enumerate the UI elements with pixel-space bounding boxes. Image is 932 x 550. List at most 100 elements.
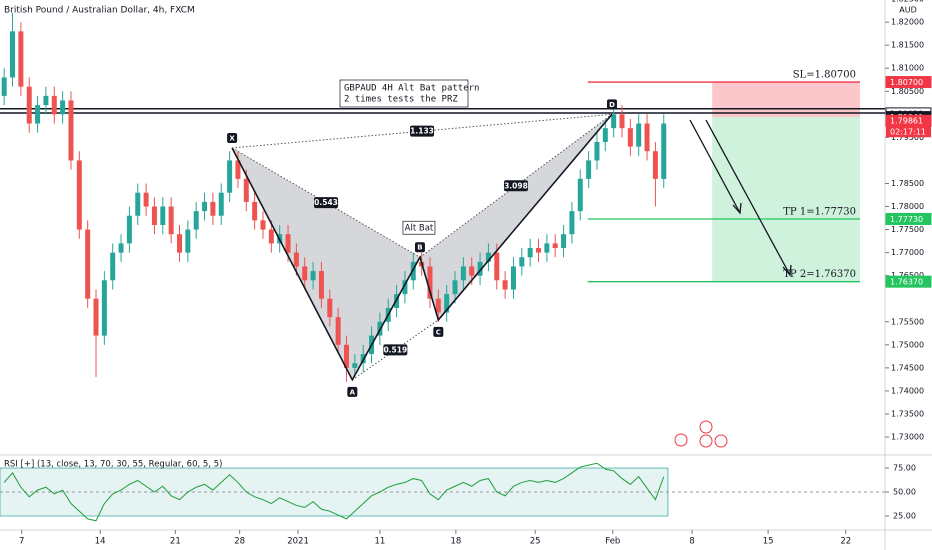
candle-body	[260, 220, 266, 230]
candle-body	[151, 206, 157, 225]
stop-zone	[712, 82, 860, 118]
candle-body	[327, 298, 333, 318]
candle-body	[227, 160, 233, 193]
candle-body	[343, 344, 349, 368]
price-badge-label: 1.79861	[890, 117, 923, 126]
candle-body	[43, 95, 49, 106]
point-label: X	[229, 134, 235, 142]
ratio-box	[383, 344, 408, 356]
candle-body	[143, 192, 149, 207]
candle-body	[410, 261, 416, 281]
candle-body	[444, 294, 450, 313]
candle-body	[561, 234, 567, 249]
candle-body	[485, 252, 491, 262]
candle-body	[35, 105, 41, 124]
y-tick-label: 1.78500	[891, 179, 924, 188]
y-tick-label: 1.81000	[891, 64, 924, 73]
pattern-fill	[232, 147, 420, 380]
x-tick-label: 2021	[287, 537, 309, 547]
candle-body	[569, 211, 575, 235]
rsi-tick-label: 50.00	[893, 488, 916, 497]
x-tick-label: 25	[530, 537, 541, 547]
candle-body	[126, 215, 132, 244]
x-tick-label: 8	[689, 537, 694, 547]
target-zone	[712, 117, 860, 282]
candle-body	[202, 201, 208, 212]
price-badge-label: 1.80700	[890, 78, 923, 87]
y-tick-label: 1.79500	[891, 133, 924, 142]
arrow	[705, 119, 791, 276]
candle-body	[285, 234, 291, 253]
ratio-label: 3.098	[504, 181, 528, 190]
point-label: D	[609, 101, 615, 109]
candle-body	[536, 248, 542, 253]
candle-body	[185, 229, 191, 253]
point-box	[433, 326, 444, 337]
candle-body	[193, 211, 199, 230]
y-tick-label: 1.75000	[891, 340, 924, 349]
candle-body	[352, 363, 358, 368]
point-box	[347, 386, 358, 397]
note-box	[339, 79, 469, 108]
candle-body	[652, 151, 658, 179]
candle-body	[210, 201, 216, 216]
candle-body	[302, 266, 308, 281]
ratio-line	[232, 113, 613, 149]
candle-body	[51, 95, 57, 115]
rsi-tick-label: 25.00	[893, 511, 916, 520]
candle-body	[577, 178, 583, 212]
candle-body	[60, 100, 66, 115]
arrow	[689, 119, 741, 214]
point-label: A	[350, 388, 356, 396]
point-label: B	[417, 244, 422, 252]
candle-body	[293, 252, 299, 267]
x-tick-label: 21	[170, 537, 181, 547]
x-tick-label: Feb	[605, 537, 620, 547]
price-badge	[885, 212, 932, 225]
note-line: 2 times tests the PRZ	[344, 95, 458, 105]
currency: AUD	[899, 6, 917, 15]
x-tick-label: 28	[234, 537, 245, 547]
level-label: SL=1.80700	[793, 70, 856, 81]
price-badge-label: 1.76370	[890, 278, 923, 287]
candle-body	[18, 31, 24, 87]
x-tick-label: 7	[19, 537, 24, 547]
candle-body	[527, 248, 533, 258]
candle-body	[460, 266, 466, 281]
y-tick-label: 1.82500	[891, 0, 924, 4]
candle-body	[661, 123, 667, 179]
candle-body	[118, 243, 124, 253]
candle-body	[218, 192, 224, 216]
pattern-name: Alt Bat	[405, 224, 434, 234]
candle-body	[469, 266, 475, 276]
candle-body	[544, 243, 550, 253]
candle-body	[335, 317, 341, 345]
y-tick-label: 1.77500	[891, 225, 924, 234]
ratio-box	[314, 197, 339, 209]
arrow-head	[732, 202, 742, 215]
candle-body	[252, 201, 258, 221]
candle-body	[427, 266, 433, 299]
candle-body	[452, 280, 458, 295]
y-tick-label: 1.82000	[891, 18, 924, 27]
candle-body	[235, 160, 241, 179]
icons	[674, 420, 728, 448]
candle-body	[502, 280, 508, 290]
y-tick-label: 1.81500	[891, 41, 924, 50]
candle-body	[519, 257, 525, 267]
candle-body	[586, 160, 592, 179]
y-tick-label: 1.73000	[891, 433, 924, 442]
candle-body	[627, 128, 633, 147]
level-label: TP 2=1.76370	[783, 269, 856, 280]
candle-body	[26, 86, 32, 124]
price-badge	[885, 76, 932, 89]
candle-body	[10, 31, 16, 78]
candle-body	[160, 206, 166, 225]
candle-body	[402, 280, 408, 295]
price-badge	[885, 275, 932, 288]
candle-body	[177, 234, 183, 253]
candle-body	[435, 298, 441, 313]
x-tick-label: 18	[450, 537, 461, 547]
